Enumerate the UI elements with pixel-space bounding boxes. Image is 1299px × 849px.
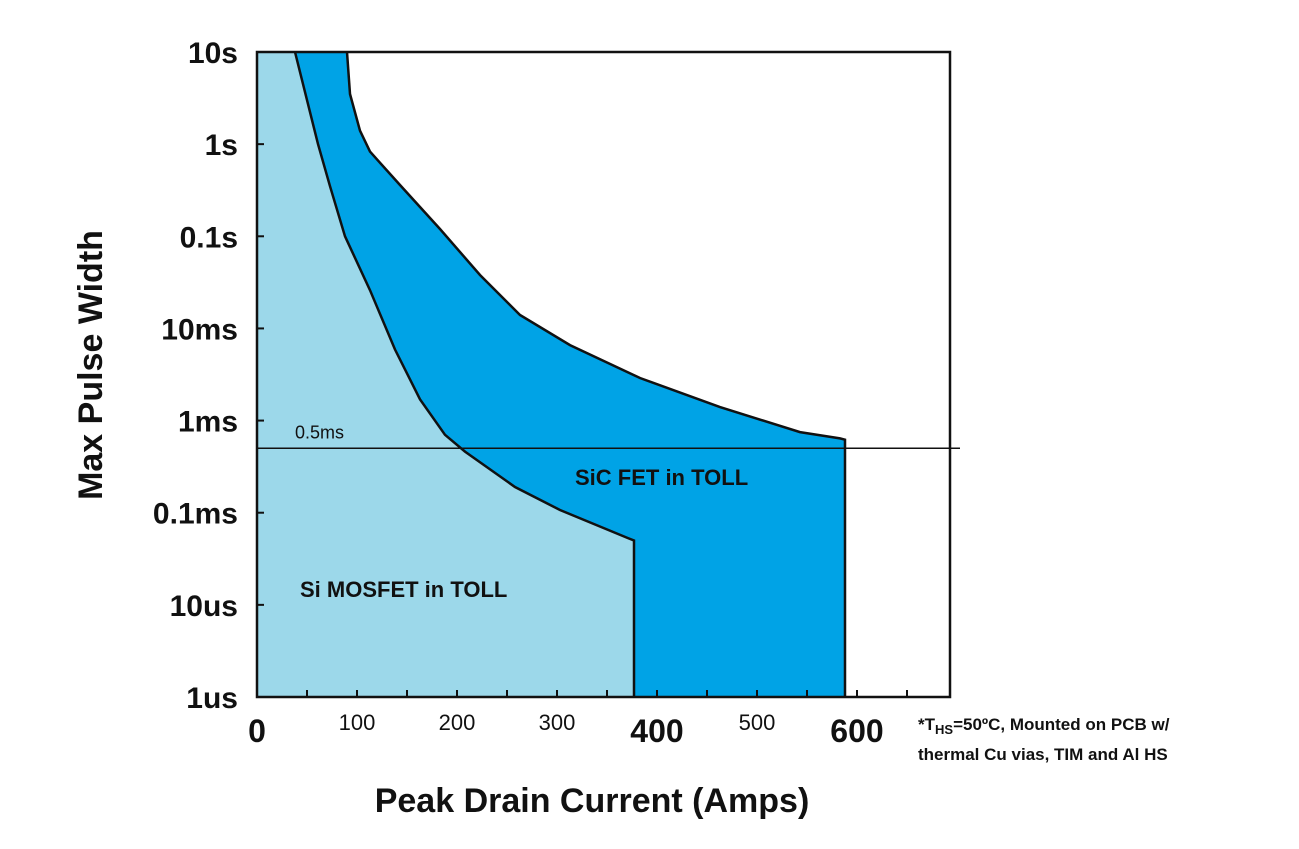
reference-line-label: 0.5ms <box>295 422 344 442</box>
y-tick-label: 0.1s <box>180 221 238 254</box>
regions <box>257 51 847 697</box>
x-tick-label: 400 <box>630 713 683 749</box>
y-tick-label: 1s <box>205 129 238 162</box>
series-label-sic: SiC FET in TOLL <box>575 465 748 490</box>
region-si-mosfet <box>257 52 634 697</box>
x-axis-label: Peak Drain Current (Amps) <box>375 782 810 820</box>
x-tick-label: 300 <box>539 710 576 735</box>
x-tick-label: 500 <box>739 710 776 735</box>
x-tick-label: 200 <box>439 710 476 735</box>
y-axis-label: Max Pulse Width <box>72 230 110 500</box>
ticks: 0 100 200 300 400 500 600 10s 1s 0.1s 10ms 1ms 0.1ms… <box>153 37 908 749</box>
boundary-sic-fet <box>345 51 847 697</box>
y-tick-label: 10s <box>188 37 238 70</box>
y-tick-label: 1us <box>186 682 238 715</box>
conditions-note-line2: thermal Cu vias, TIM and Al HS <box>918 745 1168 764</box>
series-label-si: Si MOSFET in TOLL <box>300 577 507 602</box>
y-tick-label: 10ms <box>161 313 238 346</box>
y-tick-label: 1ms <box>178 406 238 439</box>
x-tick-label: 600 <box>830 713 883 749</box>
y-tick-label: 10us <box>170 590 238 623</box>
conditions-note-line1: *THS=50ºC, Mounted on PCB w/ <box>918 715 1170 737</box>
x-tick-label: 0 <box>248 713 266 749</box>
plot-frame <box>255 50 952 699</box>
y-tick-label: 0.1ms <box>153 498 238 531</box>
boundary-si-mosfet <box>293 51 636 697</box>
x-tick-label: 100 <box>339 710 376 735</box>
